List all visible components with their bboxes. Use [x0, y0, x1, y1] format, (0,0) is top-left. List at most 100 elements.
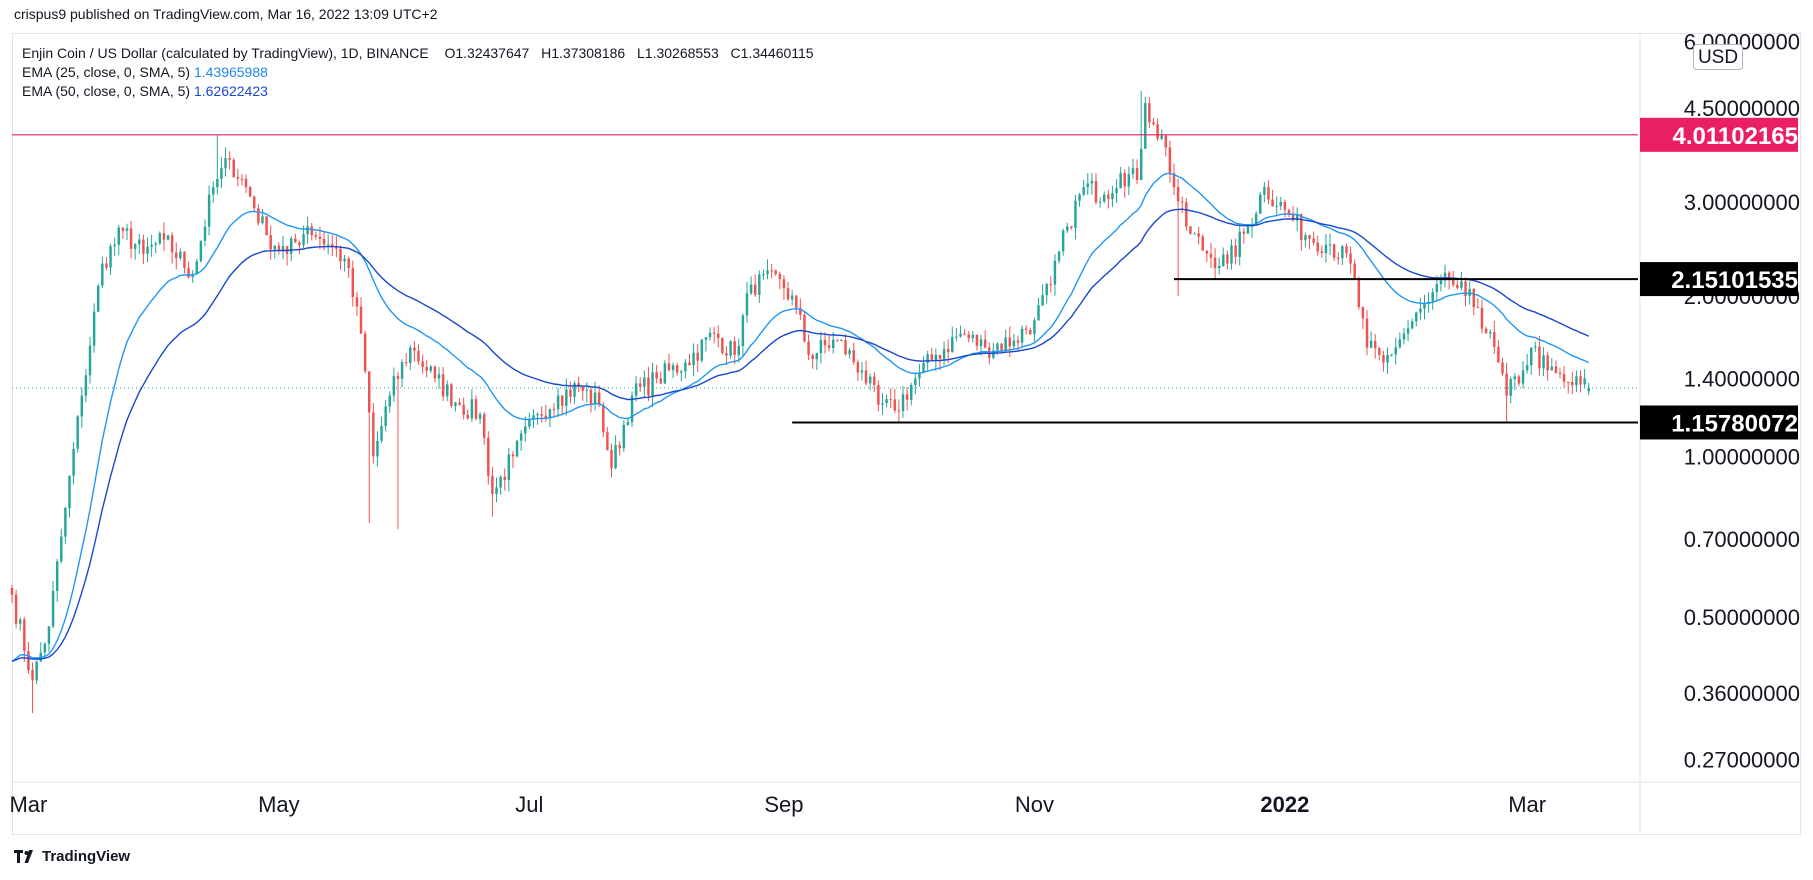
candle-body	[1558, 372, 1562, 375]
candle-body	[905, 394, 909, 400]
candle-body	[347, 258, 350, 269]
candle-body	[868, 376, 872, 384]
candle-body	[1123, 173, 1126, 187]
candle-body	[203, 226, 207, 241]
candle-body	[1139, 148, 1143, 180]
candle-body	[1008, 337, 1012, 347]
candle-body	[331, 244, 334, 248]
candle-body	[1291, 213, 1295, 221]
candle-body	[926, 354, 929, 363]
candle-body	[450, 384, 453, 406]
candle-body	[1419, 308, 1422, 313]
candle-body	[343, 258, 346, 262]
candle-body	[1382, 355, 1385, 363]
candle-body	[614, 444, 617, 469]
candle-body	[507, 454, 511, 480]
candle-body	[778, 273, 782, 280]
candle-body	[626, 421, 630, 425]
currency-button[interactable]: USD	[1693, 44, 1743, 70]
candle-body	[14, 594, 18, 624]
candle-body	[220, 168, 223, 179]
candle-body	[294, 238, 297, 243]
candle-body	[815, 353, 819, 360]
candle-body	[499, 476, 502, 488]
candle-body	[622, 424, 626, 449]
level-badge-label: 4.01102165	[1673, 123, 1798, 150]
candle-body	[1447, 272, 1451, 280]
candle-body	[1361, 307, 1365, 319]
candle-body	[55, 561, 59, 591]
candle-body	[1431, 292, 1434, 302]
candle-body	[1230, 245, 1233, 264]
price-axis[interactable]: 6.000000004.500000003.000000002.00000000…	[1640, 30, 1800, 773]
legend-open-value: 1.32437647	[455, 45, 530, 61]
candle-body	[64, 508, 67, 537]
candle-body	[1398, 339, 1402, 348]
candle-body	[606, 432, 609, 451]
candle-body	[1226, 254, 1229, 264]
candle-body	[790, 295, 794, 300]
candle-body	[1365, 318, 1369, 348]
candle-body	[363, 333, 367, 372]
candle-body	[831, 339, 835, 349]
candle-body	[877, 384, 880, 405]
candle-body	[1456, 284, 1459, 288]
legend-symbol-row[interactable]: Enjin Coin / US Dollar (calculated by Tr…	[22, 44, 814, 63]
candle-body	[667, 363, 671, 371]
candle-body	[1222, 254, 1225, 266]
candle-body	[602, 404, 605, 433]
candle-body	[487, 437, 490, 476]
legend-ema50-row[interactable]: EMA (50, close, 0, SMA, 5) 1.62622423	[22, 82, 814, 101]
legend-open-label: O	[444, 45, 456, 61]
candle-body	[552, 408, 556, 410]
candle-body	[1575, 376, 1578, 386]
candle-body	[856, 362, 860, 373]
candle-body	[975, 334, 979, 347]
candle-body	[1074, 200, 1077, 228]
candle-body	[593, 392, 597, 404]
legend-ema25-row[interactable]: EMA (25, close, 0, SMA, 5) 1.43965988	[22, 63, 814, 82]
candle-body	[1176, 187, 1180, 202]
candles-layer	[10, 90, 1590, 714]
candle-body	[1562, 374, 1566, 382]
candle-body	[1057, 251, 1061, 261]
candle-body	[351, 268, 355, 298]
candle-body	[1020, 328, 1024, 343]
candle-body	[688, 362, 691, 366]
candle-body	[1451, 279, 1455, 285]
candle-body	[893, 399, 897, 411]
candle-body	[1000, 343, 1003, 351]
candle-body	[224, 158, 227, 169]
candle-body	[388, 395, 391, 407]
chart-legend: Enjin Coin / US Dollar (calculated by Tr…	[22, 44, 814, 101]
candle-body	[207, 194, 211, 227]
candle-body	[289, 238, 293, 254]
time-tick-label: Mar	[1508, 792, 1546, 817]
candle-body	[573, 383, 576, 397]
candle-body	[680, 371, 683, 373]
levels-layer	[12, 134, 1638, 424]
candle-body	[515, 440, 519, 457]
candle-body	[836, 339, 839, 341]
candle-body	[495, 487, 498, 495]
tradingview-footer[interactable]: TradingView	[14, 848, 130, 865]
candle-body	[519, 433, 523, 441]
candle-body	[663, 363, 667, 384]
legend-symbol: Enjin Coin / US Dollar (calculated by Tr…	[22, 45, 429, 61]
time-axis[interactable]: Mar May Jul Sep Nov 2022 Mar	[9, 792, 1546, 817]
candle-body	[359, 306, 363, 334]
candle-body	[1201, 236, 1204, 251]
candle-body	[749, 284, 753, 294]
candle-body	[696, 352, 699, 361]
candle-body	[1061, 230, 1065, 252]
time-tick-label: 2022	[1260, 792, 1309, 817]
candle-body	[1373, 340, 1377, 349]
candle-body	[1263, 187, 1266, 195]
candle-body	[1501, 362, 1504, 374]
candle-body	[10, 587, 14, 595]
candle-body	[1012, 340, 1016, 347]
candle-body	[1460, 281, 1463, 288]
candle-body	[840, 340, 843, 342]
candle-body	[298, 242, 301, 246]
